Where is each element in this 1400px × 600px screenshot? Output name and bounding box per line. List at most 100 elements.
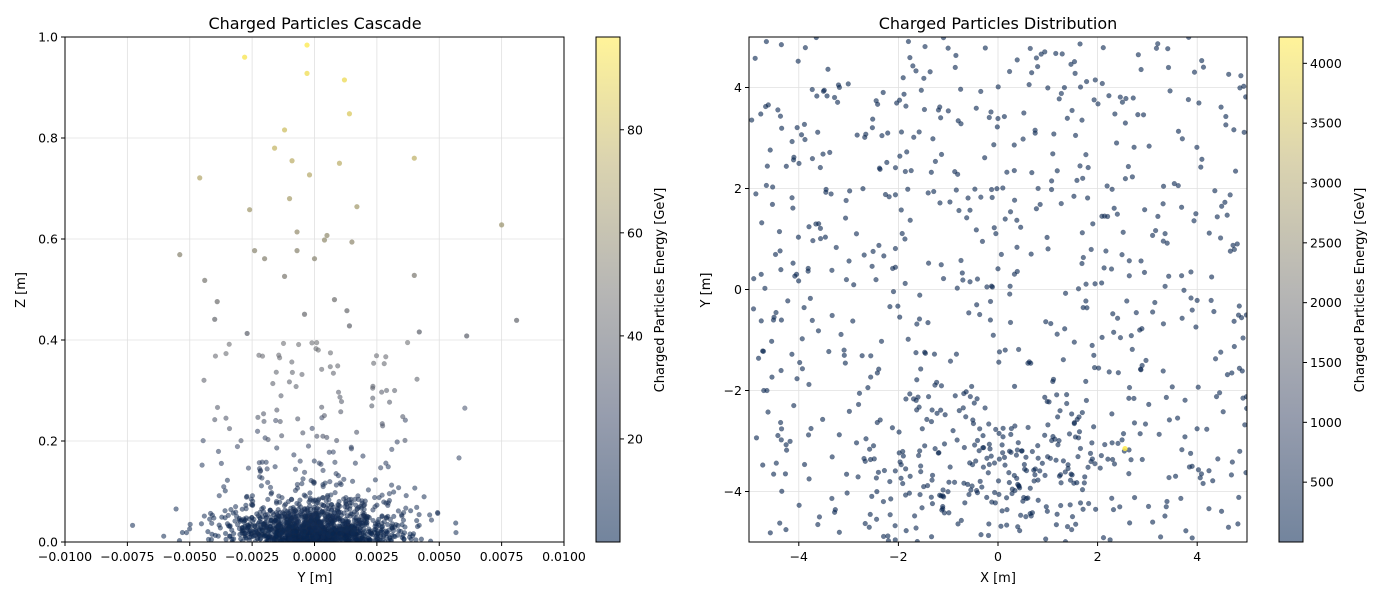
data-point	[917, 292, 923, 298]
data-point	[411, 155, 417, 161]
data-point	[1135, 112, 1141, 118]
data-point	[905, 38, 912, 45]
data-point	[1179, 315, 1185, 321]
data-point	[1138, 66, 1144, 73]
data-point	[961, 554, 966, 559]
data-point	[205, 536, 212, 542]
data-point	[1166, 474, 1172, 481]
data-point	[298, 511, 304, 517]
data-point	[265, 479, 271, 486]
data-point	[1212, 356, 1219, 362]
data-point	[989, 194, 995, 201]
data-point	[299, 481, 305, 487]
data-point	[302, 513, 309, 520]
data-point	[335, 473, 342, 479]
data-point	[1162, 231, 1168, 237]
data-point	[453, 520, 459, 526]
data-point	[264, 511, 271, 518]
data-point	[1243, 470, 1247, 476]
data-point	[1044, 234, 1050, 241]
data-point	[1059, 51, 1065, 57]
data-point	[257, 467, 264, 474]
data-point	[752, 55, 758, 61]
data-point	[802, 136, 808, 143]
data-point	[1228, 472, 1235, 478]
data-point	[272, 464, 278, 470]
data-point	[938, 407, 944, 413]
data-point	[223, 350, 229, 357]
data-point	[789, 351, 795, 357]
data-point	[313, 501, 320, 507]
data-point	[1109, 186, 1115, 192]
data-point	[1111, 329, 1117, 335]
data-point	[1218, 349, 1224, 355]
data-point	[861, 455, 867, 462]
data-point	[1131, 144, 1137, 150]
data-point	[209, 520, 215, 526]
data-point	[906, 490, 913, 496]
data-point	[1127, 520, 1133, 526]
data-point	[462, 405, 468, 411]
data-point	[1048, 186, 1055, 193]
data-point	[1133, 310, 1139, 316]
data-point	[844, 490, 850, 496]
data-point	[338, 399, 345, 405]
data-point	[947, 464, 953, 470]
data-point	[1035, 443, 1041, 449]
data-point	[870, 443, 877, 449]
data-point	[953, 187, 959, 193]
data-point	[928, 534, 935, 540]
data-point	[886, 194, 892, 200]
data-point	[201, 513, 207, 519]
data-point	[809, 156, 816, 162]
data-point	[1006, 479, 1012, 486]
data-point	[335, 502, 341, 508]
data-point	[802, 45, 808, 51]
data-point	[953, 52, 959, 59]
data-point	[1060, 458, 1067, 464]
data-point	[1196, 100, 1202, 106]
data-point	[1160, 321, 1167, 327]
data-point	[982, 405, 988, 411]
data-point	[364, 517, 370, 523]
data-point	[290, 504, 296, 511]
data-point	[873, 98, 879, 104]
data-point	[1079, 117, 1085, 123]
data-point	[892, 468, 898, 474]
data-point	[1126, 258, 1132, 264]
data-point	[289, 359, 295, 365]
data-point	[779, 488, 785, 494]
data-point	[301, 311, 308, 317]
data-point	[973, 487, 980, 494]
data-point	[325, 513, 331, 519]
data-point	[770, 184, 776, 190]
data-point	[327, 350, 334, 356]
data-point	[942, 412, 948, 418]
data-point	[1119, 437, 1125, 443]
data-point	[978, 532, 984, 538]
data-point	[1037, 201, 1043, 208]
data-point	[1077, 163, 1083, 169]
data-point	[319, 404, 325, 410]
data-point	[809, 86, 815, 93]
data-point	[215, 448, 222, 455]
data-point	[370, 507, 376, 513]
data-point	[829, 267, 835, 273]
data-point	[1037, 468, 1043, 474]
data-point	[400, 532, 406, 538]
data-point	[1014, 217, 1020, 223]
data-point	[237, 531, 243, 538]
cascade-colorbar: 20 40 60 80 Charged Particles Energy [GeV]	[595, 36, 668, 543]
data-point	[379, 529, 385, 535]
data-point	[939, 507, 945, 513]
colorbar-tick-label: 2000	[1310, 295, 1342, 310]
data-point	[1160, 238, 1166, 244]
data-point	[928, 169, 934, 175]
data-point	[294, 229, 300, 235]
data-point	[391, 387, 398, 394]
data-point	[846, 408, 852, 414]
data-point	[1213, 394, 1220, 400]
data-point	[320, 467, 326, 474]
data-point	[998, 523, 1004, 529]
y-tick-label: 4	[734, 80, 742, 95]
